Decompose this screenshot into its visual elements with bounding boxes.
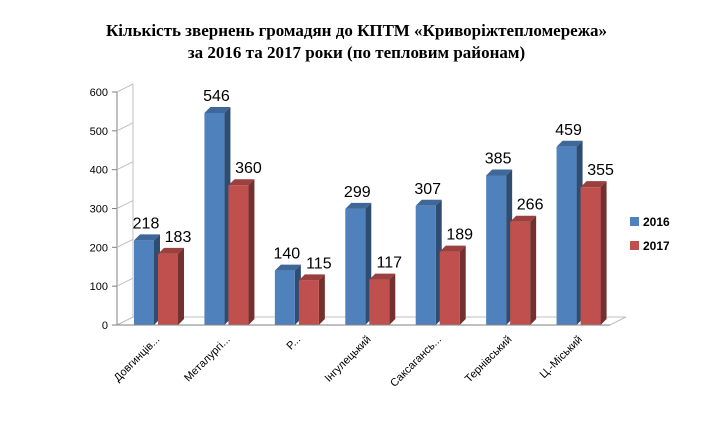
bar-side [389,273,396,325]
x-tick-label: Металургі... [182,334,233,385]
y-tick-depth [116,83,134,93]
bar-top [369,273,396,280]
data-label: 115 [306,255,332,272]
y-tick-depth [116,316,134,326]
bar-top [158,247,184,254]
y-tick-label: 300 [90,204,108,216]
bar-2017-1: 183 [158,229,191,325]
bar-top [228,179,255,186]
bar-2017-4: 117 [369,255,402,325]
data-label: 299 [344,184,371,201]
data-label: 360 [235,160,262,177]
y-tick-label: 600 [90,87,108,99]
legend-label: 2017 [643,239,670,253]
bar-2017-5: 189 [439,227,473,325]
bar-top [580,181,607,188]
bar-front [510,221,531,325]
bar-side [248,179,255,325]
x-tick-label: Тернівський [463,334,515,386]
bar-front [228,185,249,325]
bar-2016-6: 385 [485,150,513,325]
bar-top [439,245,466,252]
bar-front [556,146,577,325]
y-tick-depth [116,277,134,287]
bar-2016-3: 140 [274,246,301,325]
y-tick-depth [116,161,134,171]
bar-2016-7: 459 [555,122,583,325]
bar-front [369,279,390,325]
y-tick-label: 0 [102,320,108,332]
bar-front [298,280,319,325]
chart-title-line2: за 2016 та 2017 роки (по тепловим района… [187,43,526,62]
data-label: 183 [165,229,192,246]
bar-top [345,202,372,209]
bar-top [274,264,301,271]
legend: 2016 2017 [630,215,670,253]
y-tick-depth [116,122,134,132]
bar-front [415,205,436,325]
data-label: 140 [274,246,301,263]
chart-title-line1: Кількість звернень громадян до КПТМ «Кри… [105,21,608,40]
bar-side [459,245,466,325]
x-tick-label: Ц.-Міський [538,334,585,381]
bar-2017-6: 266 [510,197,544,325]
bars: 218 183 546 360 140 115 299 117 307 189 385 266 459 3… [133,88,614,325]
y-tick-depth [116,200,134,209]
data-label: 459 [555,122,582,139]
chart-title: Кількість звернень громадян до КПТМ «Кри… [0,20,713,64]
x-tick-label: Саксагансь... [388,334,444,390]
data-label: 266 [517,197,544,214]
bar-side [318,274,325,325]
bar-top [134,234,160,241]
bar-front [580,187,601,325]
bar-top [415,199,442,206]
bar-front [439,251,460,325]
bar-top [486,169,513,176]
x-tick-label: Р... [284,334,303,353]
bar-top [556,140,583,147]
bar-top [510,215,537,222]
bar-2017-3: 115 [298,255,332,325]
bar-2017-2: 360 [228,160,262,325]
y-tick-label: 500 [90,126,108,138]
data-label: 218 [133,215,160,232]
bar-top [204,106,231,113]
bar-2017-7: 355 [580,162,614,325]
data-label: 355 [587,162,614,179]
y-axis: 0 100 200 300 400 500 600 [90,83,134,332]
legend-swatch [630,217,639,226]
y-tick-label: 100 [90,281,108,293]
bar-side [600,181,607,325]
bar-2016-4: 299 [344,184,372,325]
bar-side [530,215,537,325]
bar-front [345,208,366,325]
y-tick-label: 200 [90,242,108,254]
legend-swatch [630,241,639,250]
bar-front [158,253,178,325]
y-tick-label: 400 [90,165,108,177]
bar-front [274,270,295,325]
y-tick-depth [116,238,134,248]
bar-front [204,112,225,325]
bar-front [134,240,154,325]
bar-side [178,247,184,325]
bar-2016-2: 546 [203,88,231,325]
x-tick-label: Інгулецький [323,334,374,385]
data-label: 117 [377,255,403,272]
x-tick-label: Довгинців... [112,334,163,385]
bar-2016-1: 218 [133,215,160,325]
legend-label: 2016 [643,215,670,229]
data-label: 189 [446,227,473,244]
bar-top [298,274,325,281]
data-label: 546 [203,88,230,105]
data-label: 307 [414,181,441,198]
data-label: 385 [485,150,512,167]
bar-front [486,175,507,325]
bar-2016-5: 307 [414,181,442,325]
